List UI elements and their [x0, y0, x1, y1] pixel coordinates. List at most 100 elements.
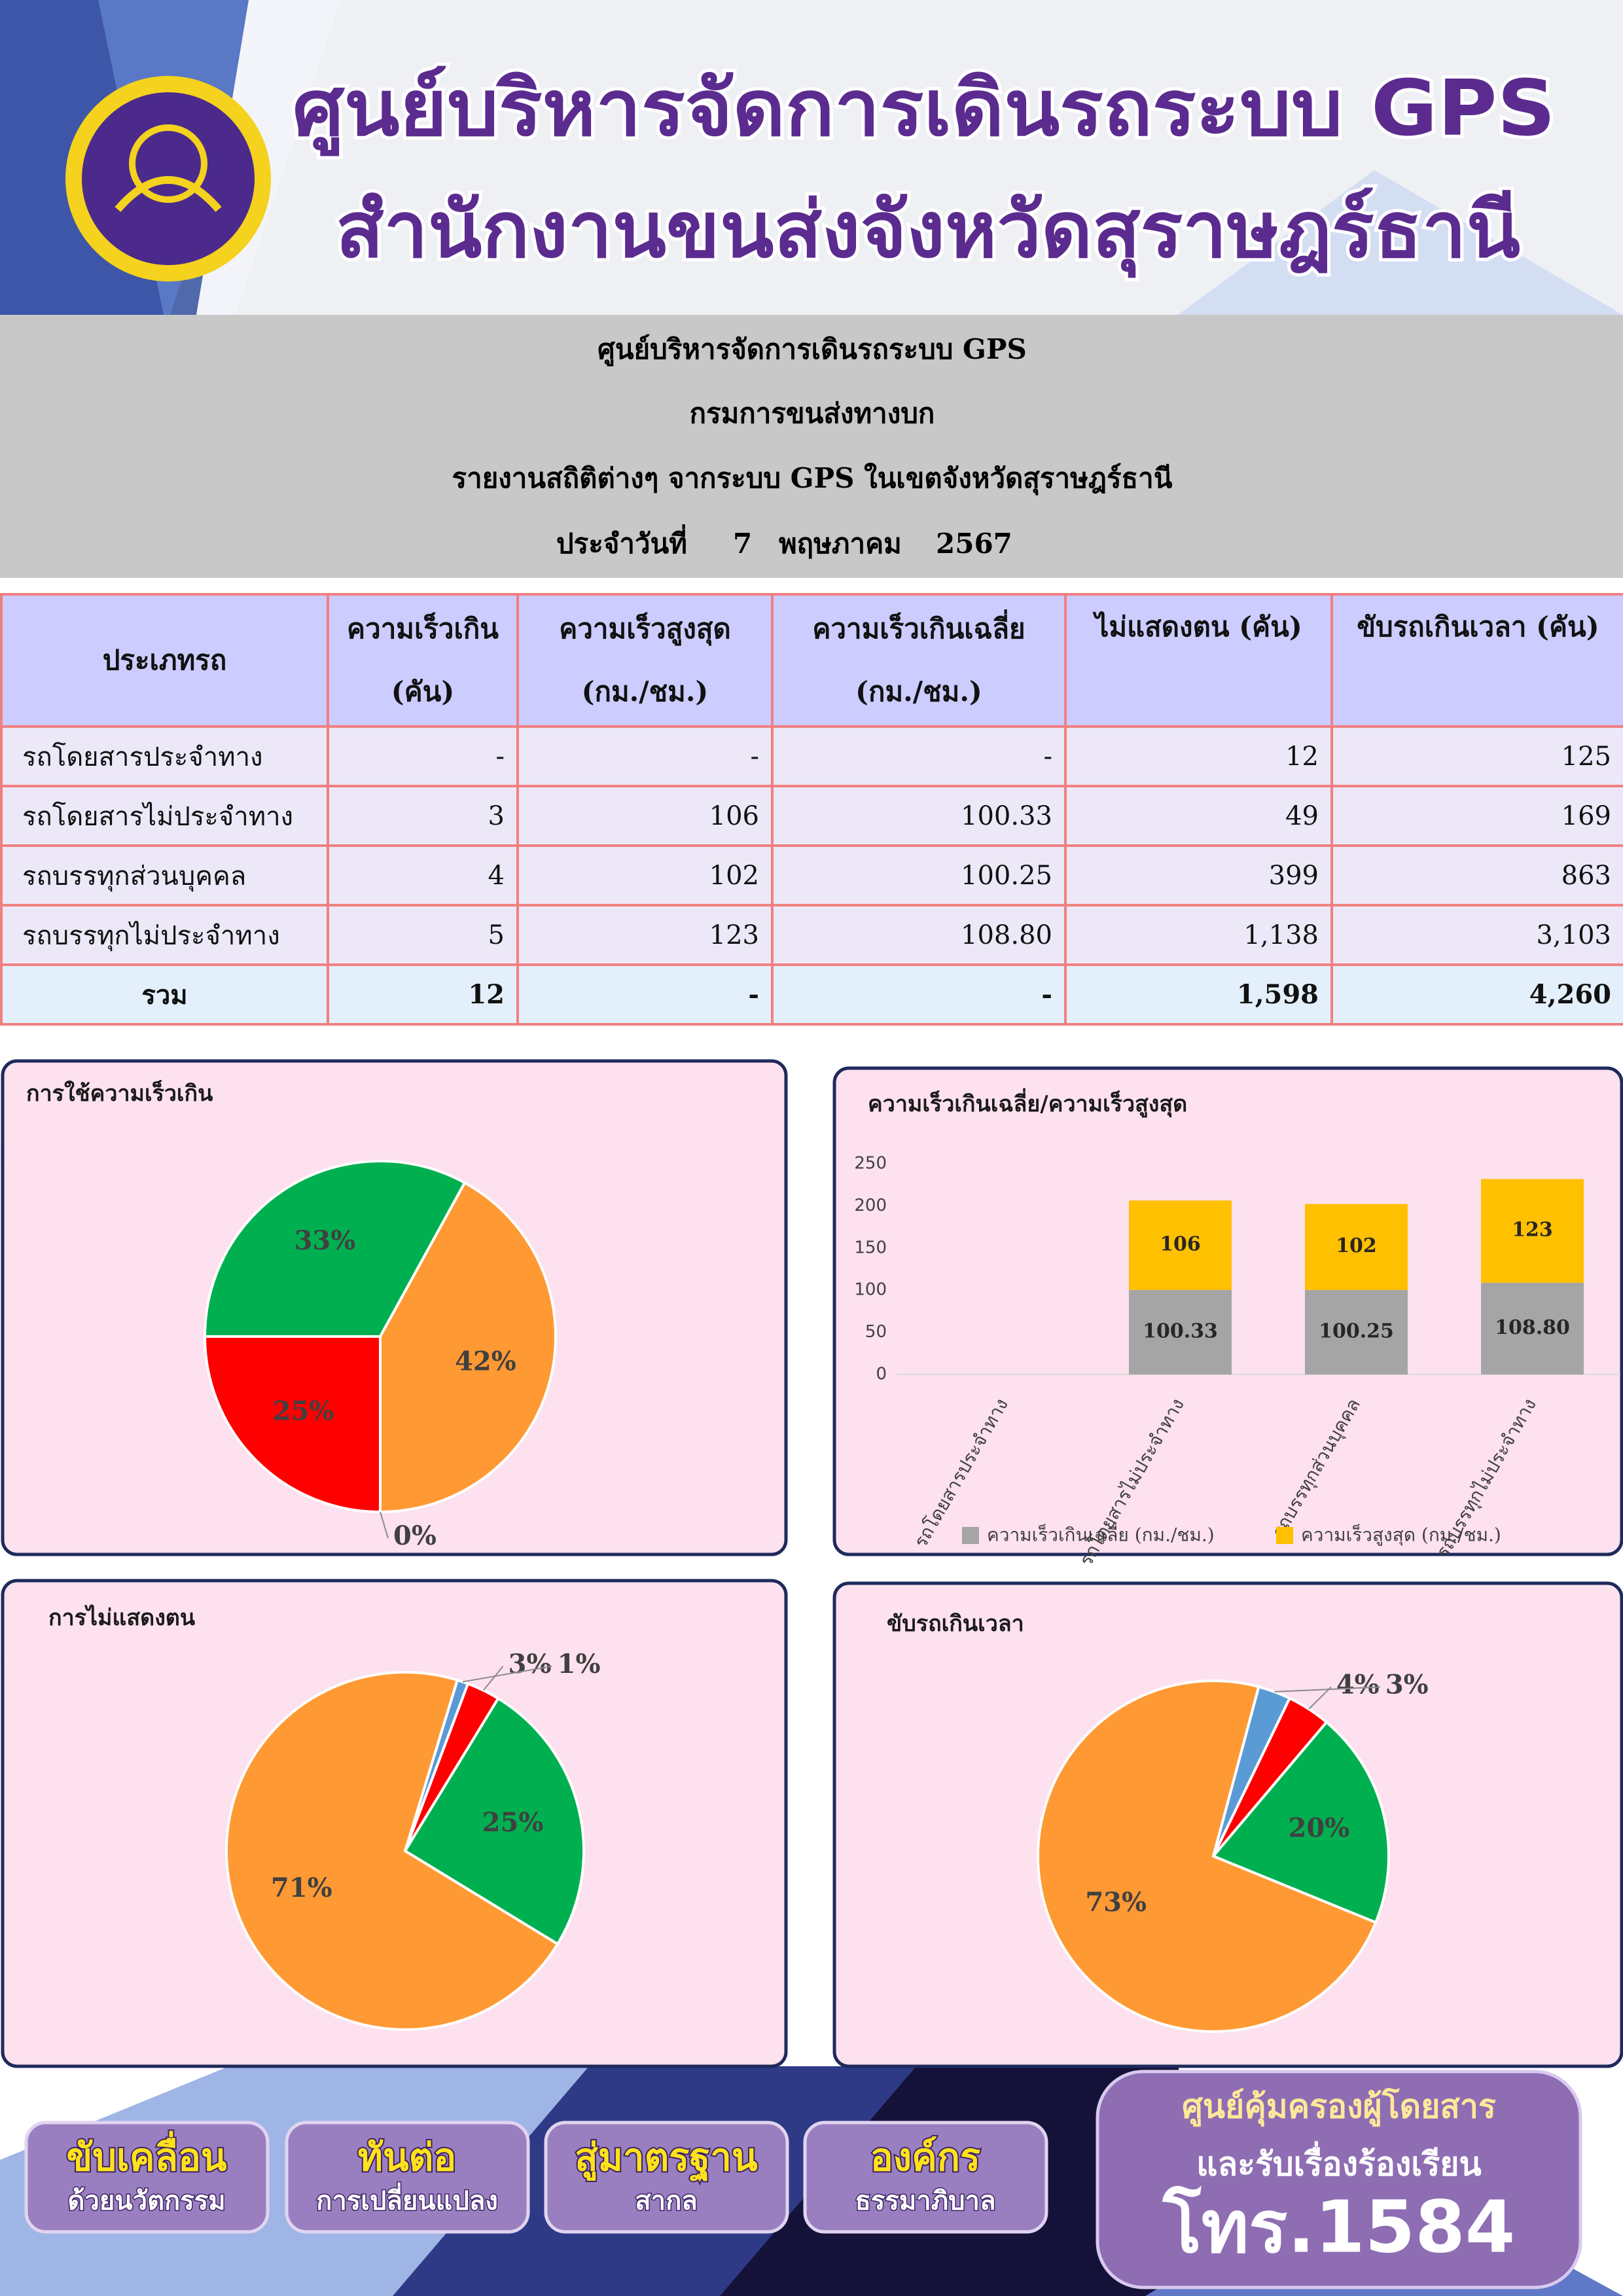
header-cell: ไม่แสดงตน (คัน)	[1064, 593, 1333, 728]
cell: 125	[1330, 725, 1623, 787]
cell: 1,138	[1064, 904, 1333, 966]
pie-slice	[203, 1335, 382, 1514]
header-text: (กม./ชม.)	[855, 675, 982, 708]
pie-label: 20%	[1289, 1812, 1350, 1843]
footer-badge	[285, 2121, 530, 2234]
y-tick-label: 200	[854, 1196, 887, 1215]
cell: 106	[516, 785, 774, 847]
footer-badge	[544, 2121, 789, 2234]
logo-emblem	[115, 176, 222, 212]
report-line: กรมการขนส่งทางบก	[690, 397, 935, 429]
bar-label: 100.33	[1143, 1319, 1218, 1342]
bar	[1481, 1179, 1584, 1283]
bar-label: 100.25	[1319, 1319, 1394, 1342]
leader-line	[462, 1665, 552, 1683]
leader-line	[380, 1511, 389, 1539]
header-shape	[196, 0, 1623, 315]
hotline-text: และรับเรื่องร้องเรียน	[1196, 2142, 1481, 2183]
report-date-year: 2567	[936, 528, 1012, 560]
cell: 100.33	[771, 785, 1067, 847]
badge-title: ขับเคลื่อน	[66, 2130, 226, 2179]
header-text: ไม่แสดงตน (คัน)	[1095, 611, 1302, 643]
chart-title: ความเร็วเกินเฉลี่ย/ความเร็วสูงสุด	[868, 1088, 1187, 1118]
hotline-text: โทร.1584	[1162, 2185, 1516, 2269]
cell: 399	[1064, 844, 1333, 906]
report-bg	[0, 315, 1623, 578]
header-text: ความเร็วเกินเฉลี่ย	[812, 613, 1026, 645]
header-cell: ความเร็วสูงสุด (กม./ชม.)	[516, 593, 774, 728]
pie-label: 1%	[558, 1649, 601, 1679]
logo-emblem	[129, 124, 207, 203]
total-row: รวม 12- -1,598 4,260	[0, 963, 1623, 1026]
cell: 108.80	[771, 904, 1067, 966]
pie-label: 71%	[271, 1873, 332, 1903]
pie-slice	[225, 1671, 560, 2031]
header-shape	[1178, 170, 1623, 315]
pie-slice	[203, 1160, 467, 1338]
total-cell: -	[516, 963, 774, 1026]
report-date-month: พฤษภาคม	[779, 528, 902, 560]
total-cell: 4,260	[1330, 963, 1623, 1026]
footer-badge	[24, 2121, 270, 2234]
table-body: ประเภทรถ ความเร็วเกิน (คัน) ความเร็วสูงสุด (…	[0, 593, 1623, 1026]
report-date-label: ประจำวันที่	[556, 524, 687, 560]
legend-label: ความเร็วเกินเฉลี่ย (กม./ชม.)	[987, 1522, 1215, 1546]
cell: 3,103	[1330, 904, 1623, 966]
header-cell: ขับรถเกินเวลา (คัน)	[1330, 593, 1623, 728]
bar-label: 106	[1160, 1233, 1201, 1256]
header-row: ประเภทรถ ความเร็วเกิน (คัน) ความเร็วสูงสุด (…	[0, 593, 1623, 728]
table-row: รถบรรทุกส่วนบุคคล 4 102 100.25 399 863	[0, 844, 1623, 906]
report-date-day: 7	[733, 528, 752, 560]
pie-label: 42%	[455, 1346, 516, 1376]
pie-label: 25%	[482, 1807, 544, 1838]
pie-slice	[1211, 1720, 1390, 1924]
legend-swatch	[1276, 1527, 1293, 1544]
leader-line	[482, 1666, 504, 1691]
total-cell: 1,598	[1064, 963, 1333, 1026]
cell: 12	[1064, 725, 1333, 787]
badge-subtitle: ด้วยนวัตกรรม	[67, 2186, 225, 2216]
header-text: (คัน)	[391, 675, 455, 708]
badge-title: องค์กร	[870, 2135, 980, 2179]
pie-slice	[403, 1696, 585, 1946]
footer-badge	[803, 2121, 1048, 2234]
cell: 100.25	[771, 844, 1067, 906]
bar	[1481, 1282, 1584, 1374]
cell: 863	[1330, 844, 1623, 906]
cell: -	[327, 725, 519, 787]
chart-title: ขับรถเกินเวลา	[887, 1611, 1024, 1637]
cell: -	[516, 725, 774, 787]
report-line: ศูนย์บริหารจัดการเดินรถระบบ GPS	[597, 333, 1027, 367]
table-row: รถโดยสารประจำทาง - - -12 125	[0, 725, 1623, 787]
cell: 3	[327, 785, 519, 847]
badge-subtitle: สากล	[635, 2186, 698, 2216]
stats-table: ประเภทรถ ความเร็วเกิน (คัน) ความเร็วสูงสุด (…	[0, 593, 1623, 1026]
legend-swatch	[962, 1527, 979, 1544]
row-label: รถบรรทุกส่วนบุคคล	[0, 844, 329, 906]
total-label: รวม	[0, 963, 329, 1026]
pie-label: 3%	[508, 1649, 552, 1679]
badge-title: ทันต่อ	[358, 2135, 456, 2179]
badge-subtitle: การเปลี่ยนแปลง	[316, 2182, 498, 2216]
pie-label: 33%	[294, 1225, 356, 1256]
y-tick-label: 100	[854, 1280, 887, 1300]
bar	[1129, 1200, 1232, 1290]
pie-label: 3%	[1385, 1670, 1429, 1700]
badge-subtitle: ธรรมาภิบาล	[855, 2186, 996, 2216]
leader-line	[1274, 1686, 1380, 1693]
y-tick-label: 150	[854, 1238, 887, 1257]
header-title: ศูนย์บริหารจัดการเดินรถระบบ GPS	[293, 63, 1556, 156]
header-text: ความเร็วสูงสุด	[559, 613, 731, 645]
header-cell: ความเร็วเกิน (คัน)	[327, 593, 519, 728]
bar	[1305, 1289, 1408, 1374]
header-text: (กม./ชม.)	[581, 675, 709, 708]
header-cell: ประเภทรถ	[0, 593, 329, 728]
report-line: รายงานสถิติต่างๆ จากระบบ GPS ในเขตจังหวั…	[452, 462, 1173, 495]
hotline-box	[1096, 2070, 1582, 2289]
pie-label: 25%	[273, 1395, 334, 1426]
pie-label: 73%	[1085, 1887, 1147, 1918]
header-cell: ความเร็วเกินเฉลี่ย (กม./ชม.)	[771, 593, 1067, 728]
row-label: รถบรรทุกไม่ประจำทาง	[0, 904, 329, 966]
